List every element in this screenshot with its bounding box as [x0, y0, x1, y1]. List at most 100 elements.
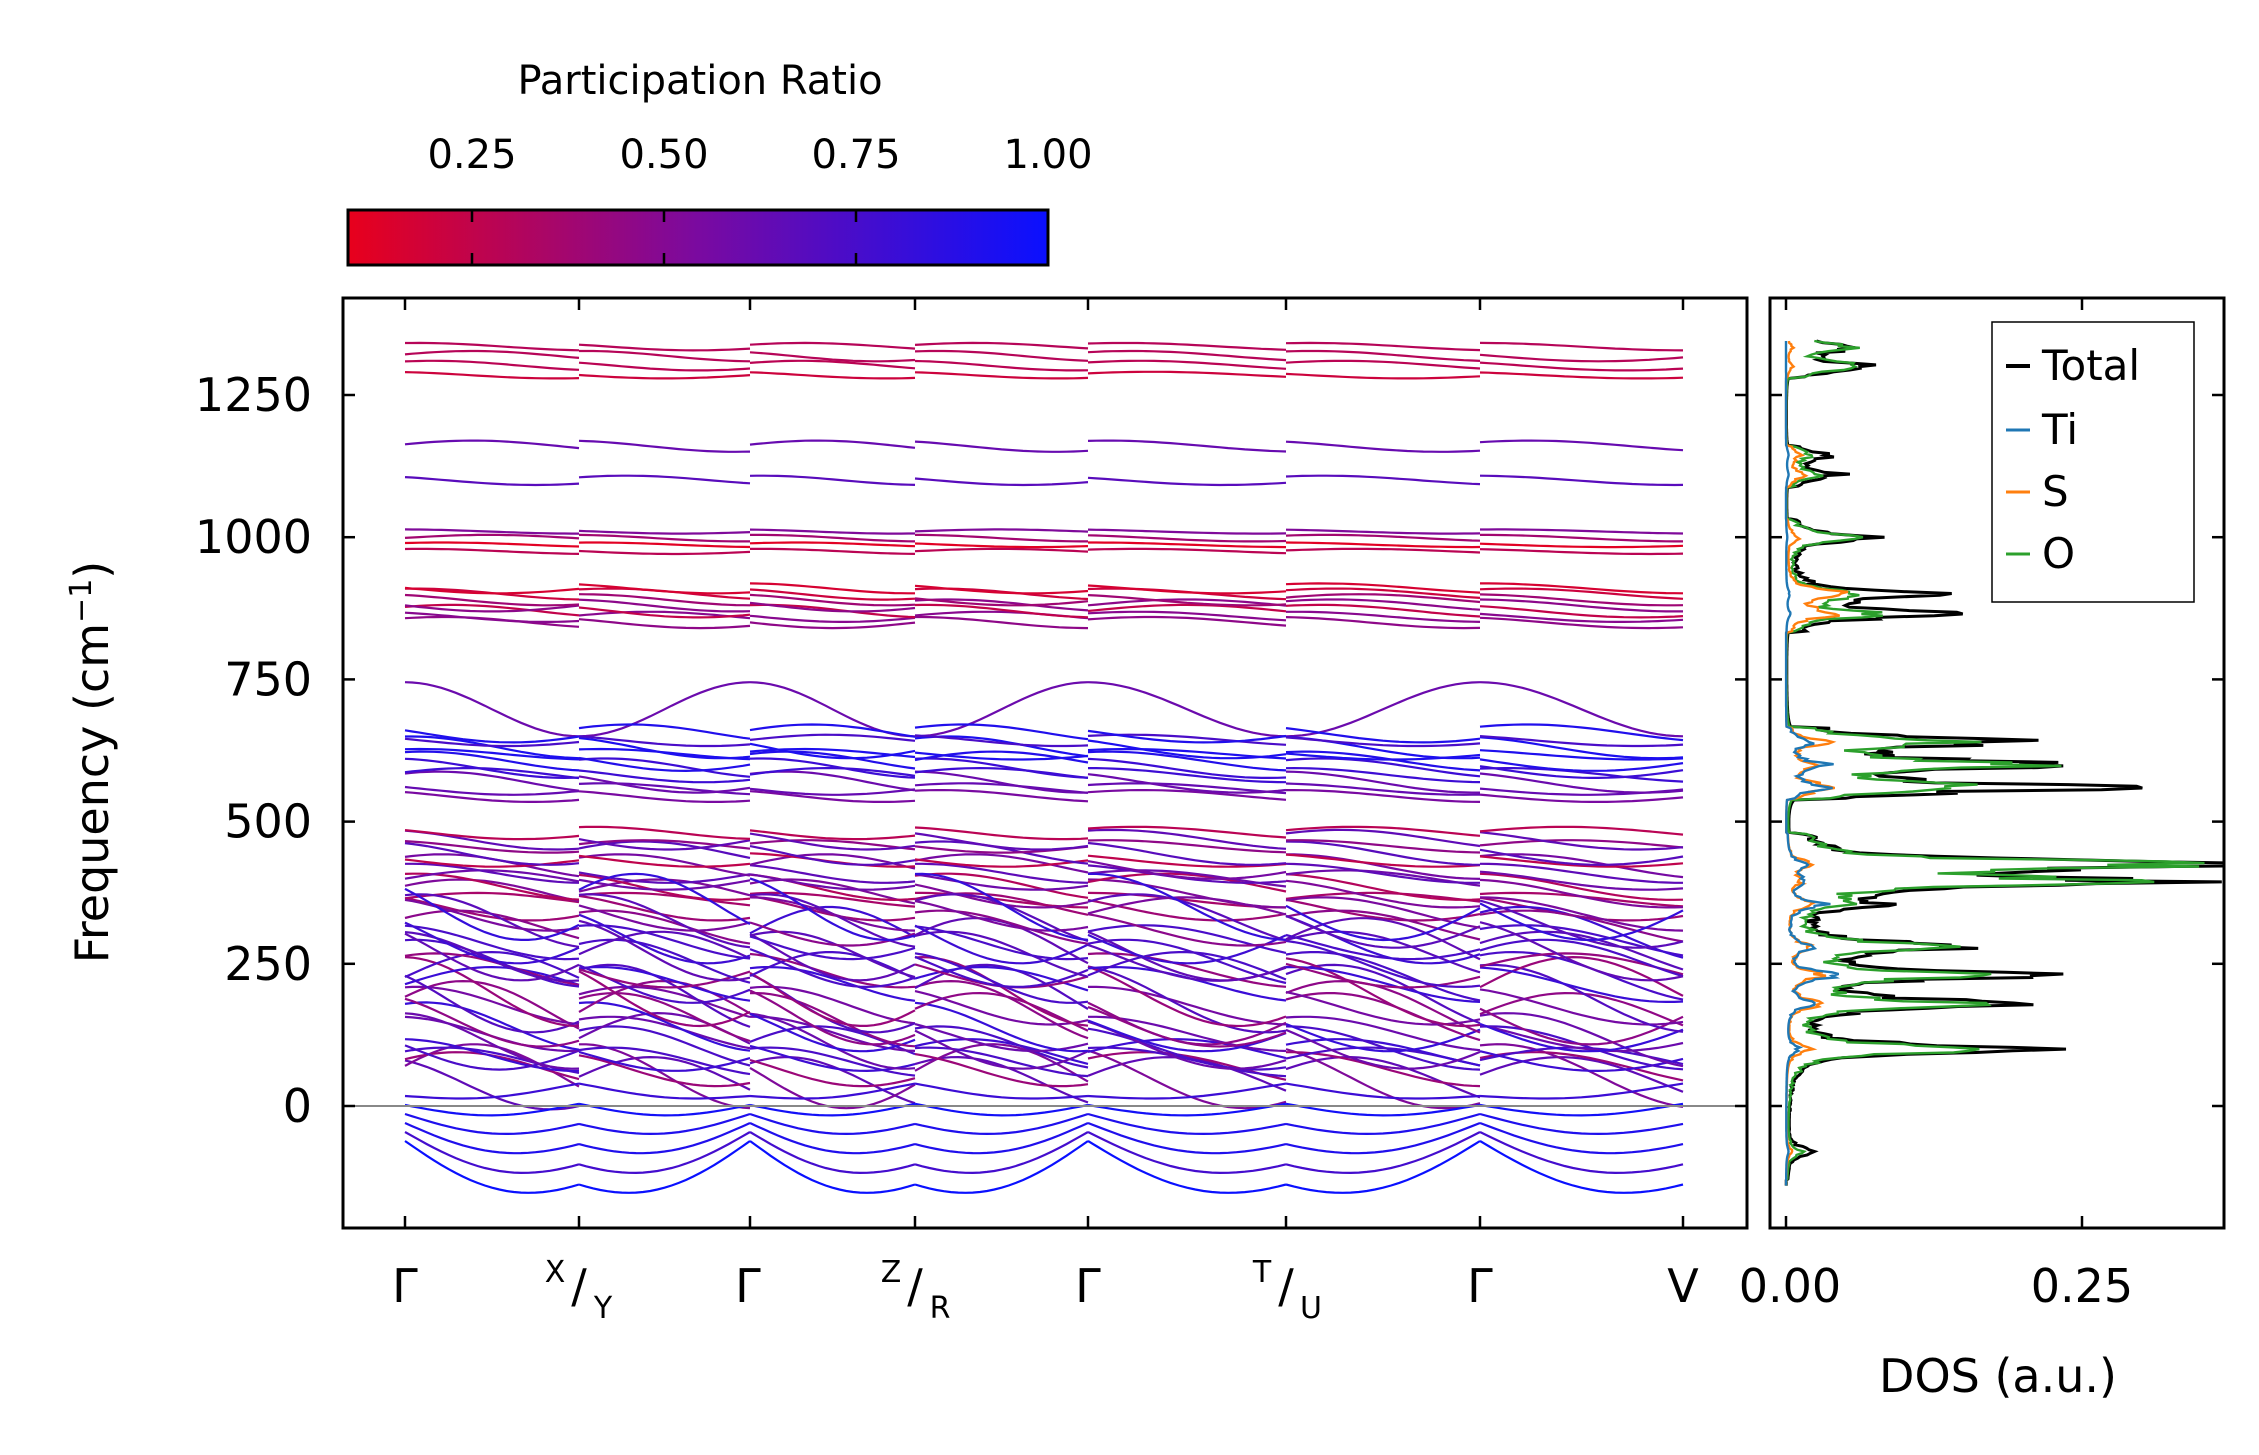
band-line [578, 757, 751, 778]
band-line [749, 829, 916, 841]
band-line [1285, 1055, 1481, 1099]
band-line [1087, 933, 1287, 965]
band-line [1479, 921, 1684, 982]
band-line [914, 1046, 1089, 1078]
band-line [1087, 534, 1287, 543]
band-line [1285, 587, 1481, 599]
band-line [578, 541, 751, 549]
band-line [1285, 440, 1481, 453]
band-line [578, 1131, 751, 1175]
band-line [1285, 891, 1481, 903]
band-line [749, 832, 916, 851]
band-line [914, 1025, 1089, 1069]
band-line [1479, 938, 1684, 978]
band-line [749, 681, 916, 738]
band-line [1087, 965, 1287, 1028]
kpoint-label-slash: / [571, 1259, 587, 1313]
band-line [914, 873, 1089, 891]
band-line [578, 474, 751, 485]
band-line [404, 611, 580, 624]
band-line [914, 584, 1089, 595]
dos-x-ticks [1784, 298, 2084, 1228]
band-line [404, 938, 580, 988]
band-line [749, 750, 916, 770]
band-line [1479, 862, 1683, 884]
band-line [749, 1044, 916, 1073]
kpoint-label-v: V [1667, 1259, 1699, 1313]
band-line [1285, 474, 1481, 486]
band-line [1285, 766, 1481, 784]
band-line [749, 971, 916, 1028]
band-line [749, 891, 916, 908]
band-line [404, 547, 580, 555]
band-line [1087, 757, 1287, 780]
band-line [749, 905, 916, 938]
band-line [749, 933, 916, 982]
band-line [749, 1055, 916, 1105]
band-line [749, 371, 916, 380]
band-line [578, 1025, 751, 1067]
kpoint-label-z-r: Z / R [881, 1255, 951, 1326]
band-line [1087, 1121, 1287, 1155]
band-line [1479, 1121, 1684, 1155]
band-line [404, 349, 580, 359]
band-line [749, 582, 915, 595]
band-line [749, 341, 916, 350]
band-line [578, 775, 751, 794]
band-line [1479, 758, 1684, 772]
band-line [749, 839, 916, 851]
band-line [914, 924, 1089, 965]
band-lines [404, 341, 1684, 1194]
y-tick-label: 1250 [195, 368, 312, 422]
band-line [1087, 782, 1287, 795]
band-line [1479, 1043, 1684, 1108]
dos-line-s [1784, 340, 1849, 1186]
band-line [914, 371, 1089, 380]
band-line [1479, 548, 1684, 556]
band-line [578, 853, 751, 877]
band-line [914, 1053, 1089, 1088]
dos-x-tick-label-1: 0.25 [2031, 1259, 2133, 1313]
y-tick-label: 750 [224, 652, 312, 706]
band-structure-axes [341, 296, 1749, 1230]
band-line [404, 829, 580, 841]
band-line [1285, 533, 1481, 542]
band-line [1479, 902, 1684, 942]
dos-legend: Total Ti S O [1991, 321, 2195, 603]
band-line [404, 1012, 580, 1070]
band-line [404, 750, 580, 772]
band-line [1479, 872, 1684, 901]
band-line [404, 1102, 580, 1117]
band-line [750, 533, 916, 543]
band-line [404, 842, 580, 866]
band-line [914, 681, 1089, 738]
band-line [404, 603, 580, 617]
band-line [749, 1046, 916, 1077]
band-line [578, 965, 751, 1002]
band-line [914, 872, 1089, 941]
band-line [914, 979, 1089, 1040]
band-line [749, 588, 916, 601]
band-line [1087, 528, 1287, 535]
band-line [1087, 594, 1287, 607]
band-line [1087, 1049, 1287, 1110]
band-line [404, 1044, 580, 1071]
band-line [914, 542, 1089, 549]
legend-label-ti: Ti [2041, 405, 2078, 454]
band-line [404, 681, 580, 738]
band-line [1285, 873, 1481, 901]
dos-axes [1768, 296, 2226, 1230]
band-line [749, 601, 916, 613]
band-line [1087, 1019, 1287, 1053]
kpoint-label-t-u: T / U [1252, 1255, 1322, 1326]
band-line [578, 735, 751, 748]
band-line [749, 877, 916, 942]
band-line [749, 935, 916, 961]
band-line [404, 476, 580, 487]
y-axis-label: Frequency (cm−1) [64, 561, 119, 964]
band-line [1087, 610, 1287, 622]
band-line [914, 547, 1089, 553]
band-line [1285, 879, 1481, 909]
band-line [578, 533, 750, 543]
band-line [1479, 896, 1684, 932]
